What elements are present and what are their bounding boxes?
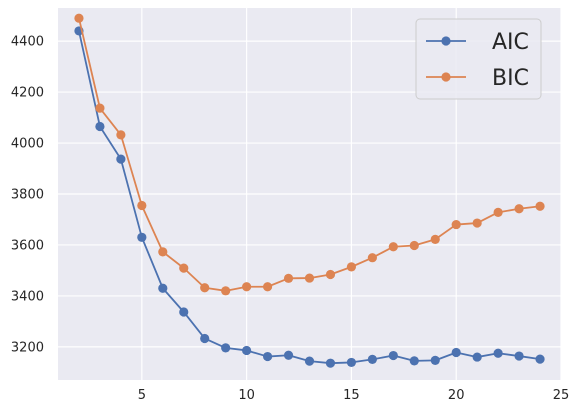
data-point-aic: [535, 354, 545, 364]
x-tick-label: 25: [553, 388, 569, 403]
data-point-bic: [179, 263, 189, 273]
data-point-bic: [304, 273, 315, 283]
data-point-aic: [430, 355, 440, 365]
data-point-aic: [95, 121, 105, 132]
data-point-bic: [409, 240, 419, 251]
legend-label-aic: AIC: [492, 30, 529, 55]
y-tick-label: 3400: [11, 289, 44, 304]
series-layer: [74, 13, 545, 368]
data-point-aic: [242, 345, 252, 356]
data-point-aic: [493, 348, 503, 358]
data-point-bic: [242, 282, 252, 292]
data-point-bic: [535, 201, 545, 211]
data-point-aic: [367, 354, 377, 364]
data-point-bic: [262, 282, 273, 292]
y-tick-label: 4400: [11, 35, 44, 50]
data-point-aic: [116, 154, 126, 164]
data-point-bic: [514, 204, 524, 214]
data-point-bic: [325, 269, 336, 280]
legend-marker-bic: [441, 72, 451, 82]
legend: AIC BIC: [415, 18, 542, 100]
x-tick-label: 15: [343, 388, 360, 403]
data-point-bic: [200, 283, 210, 293]
y-tick-label: 3200: [11, 340, 44, 355]
x-tick-label: 20: [448, 388, 465, 403]
data-point-bic: [137, 200, 147, 211]
data-point-aic: [221, 343, 231, 353]
legend-label-bic: BIC: [492, 66, 529, 91]
data-point-aic: [304, 356, 315, 366]
tick-labels: 5 10 15 20 25 3200 3400 3600 3800 4000 4200 4400: [11, 35, 569, 403]
data-point-bic: [116, 130, 126, 140]
data-point-aic: [283, 350, 294, 360]
data-point-aic: [388, 350, 398, 361]
data-point-bic: [283, 273, 294, 283]
data-point-aic: [200, 333, 210, 344]
data-point-bic: [493, 207, 503, 217]
data-point-aic: [514, 351, 524, 361]
x-tick-label: 5: [138, 388, 146, 403]
y-tick-label: 4200: [11, 86, 44, 101]
y-tick-label: 3600: [11, 238, 44, 253]
data-point-bic: [74, 13, 84, 23]
data-point-bic: [95, 103, 105, 113]
data-point-bic: [430, 234, 440, 244]
data-point-bic: [367, 253, 377, 263]
data-point-bic: [451, 219, 461, 230]
data-point-aic: [451, 347, 461, 358]
legend-marker-aic: [441, 36, 451, 46]
data-point-aic: [158, 283, 168, 293]
y-tick-label: 4000: [11, 137, 44, 152]
data-point-aic: [472, 352, 482, 362]
data-point-aic: [137, 232, 147, 242]
data-point-aic: [346, 357, 357, 368]
data-point-bic: [472, 218, 482, 228]
data-point-bic: [388, 242, 398, 252]
data-point-bic: [158, 247, 168, 257]
y-tick-label: 3800: [11, 188, 44, 203]
data-point-aic: [409, 356, 419, 366]
x-tick-label: 10: [238, 388, 255, 403]
data-point-aic: [325, 358, 336, 368]
data-point-aic: [179, 307, 189, 317]
data-point-bic: [221, 286, 231, 296]
data-point-aic: [262, 351, 273, 362]
data-point-bic: [346, 262, 357, 272]
